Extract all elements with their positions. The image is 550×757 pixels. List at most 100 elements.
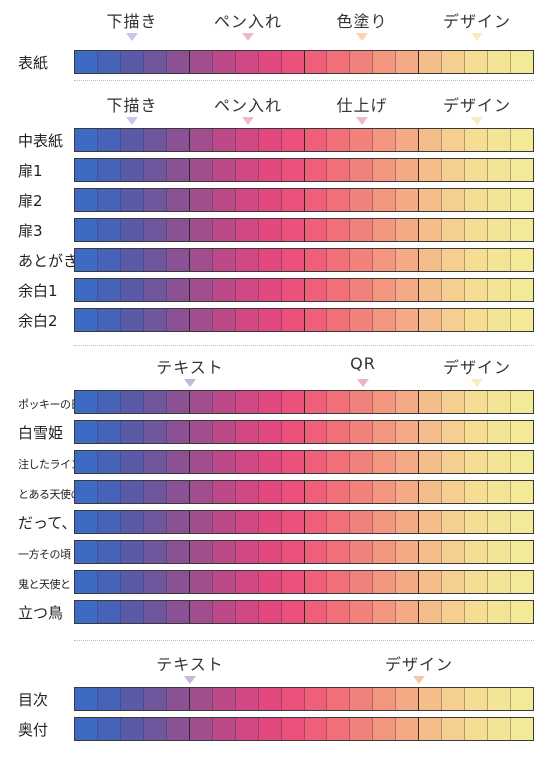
progress-cell[interactable] [465,309,489,331]
progress-cell[interactable] [235,688,259,710]
progress-cell[interactable] [143,279,167,301]
progress-cell[interactable] [258,511,282,533]
progress-cell[interactable] [511,481,534,503]
progress-cell[interactable] [143,421,167,443]
progress-cell[interactable] [97,421,121,443]
progress-cell[interactable] [327,571,351,593]
progress-cell[interactable] [97,129,121,151]
progress-cell[interactable] [304,571,328,593]
progress-cell[interactable] [120,129,144,151]
progress-cell[interactable] [120,391,144,413]
progress-cell[interactable] [327,451,351,473]
progress-cell[interactable] [488,391,512,413]
progress-cell[interactable] [350,451,374,473]
progress-cell[interactable] [189,189,213,211]
progress-cell[interactable] [281,51,305,73]
progress-cell[interactable] [143,571,167,593]
progress-cell[interactable] [442,481,466,503]
progress-cell[interactable] [488,279,512,301]
progress-cell[interactable] [212,511,236,533]
progress-cell[interactable] [327,309,351,331]
progress-cell[interactable] [373,309,397,331]
progress-cell[interactable] [373,421,397,443]
progress-cell[interactable] [488,688,512,710]
progress-cell[interactable] [327,219,351,241]
progress-cell[interactable] [373,571,397,593]
progress-cell[interactable] [442,189,466,211]
progress-cell[interactable] [189,421,213,443]
progress-cell[interactable] [166,129,190,151]
progress-cell[interactable] [166,51,190,73]
progress-cell[interactable] [442,159,466,181]
progress-cell[interactable] [235,451,259,473]
progress-cell[interactable] [442,249,466,271]
progress-cell[interactable] [350,391,374,413]
progress-cell[interactable] [327,129,351,151]
progress-cell[interactable] [258,421,282,443]
progress-cell[interactable] [97,451,121,473]
progress-cell[interactable] [419,391,443,413]
progress-cell[interactable] [373,451,397,473]
progress-cell[interactable] [465,688,489,710]
progress-cell[interactable] [281,309,305,331]
progress-cell[interactable] [396,309,420,331]
progress-cell[interactable] [419,219,443,241]
progress-cell[interactable] [465,219,489,241]
progress-cell[interactable] [396,541,420,563]
progress-cell[interactable] [258,391,282,413]
progress-cell[interactable] [189,159,213,181]
progress-cell[interactable] [97,718,121,740]
progress-cell[interactable] [189,601,213,623]
progress-cell[interactable] [442,718,466,740]
progress-cell[interactable] [97,279,121,301]
progress-cell[interactable] [488,309,512,331]
progress-cell[interactable] [143,481,167,503]
progress-cell[interactable] [488,219,512,241]
progress-cell[interactable] [304,511,328,533]
progress-cell[interactable] [166,481,190,503]
progress-cell[interactable] [166,541,190,563]
progress-cell[interactable] [488,249,512,271]
progress-cell[interactable] [166,279,190,301]
progress-cell[interactable] [304,249,328,271]
progress-cell[interactable] [304,718,328,740]
progress-cell[interactable] [419,129,443,151]
progress-cell[interactable] [465,159,489,181]
progress-cell[interactable] [304,451,328,473]
progress-cell[interactable] [511,451,534,473]
progress-cell[interactable] [465,249,489,271]
progress-cell[interactable] [120,421,144,443]
progress-cell[interactable] [189,718,213,740]
progress-cell[interactable] [189,541,213,563]
progress-cell[interactable] [97,219,121,241]
progress-cell[interactable] [166,511,190,533]
progress-cell[interactable] [511,688,534,710]
progress-cell[interactable] [143,249,167,271]
progress-cell[interactable] [75,51,98,73]
progress-cell[interactable] [212,571,236,593]
progress-cell[interactable] [396,451,420,473]
progress-cell[interactable] [511,189,534,211]
progress-cell[interactable] [235,189,259,211]
progress-cell[interactable] [143,51,167,73]
progress-cell[interactable] [442,451,466,473]
progress-cell[interactable] [189,249,213,271]
progress-cell[interactable] [189,51,213,73]
progress-cell[interactable] [350,279,374,301]
progress-cell[interactable] [373,219,397,241]
progress-cell[interactable] [419,159,443,181]
progress-cell[interactable] [419,601,443,623]
progress-cell[interactable] [212,159,236,181]
progress-cell[interactable] [189,451,213,473]
progress-cell[interactable] [304,219,328,241]
progress-cell[interactable] [212,129,236,151]
progress-cell[interactable] [396,718,420,740]
progress-cell[interactable] [304,391,328,413]
progress-cell[interactable] [258,688,282,710]
progress-cell[interactable] [465,571,489,593]
progress-cell[interactable] [143,159,167,181]
progress-cell[interactable] [97,541,121,563]
progress-cell[interactable] [166,249,190,271]
progress-cell[interactable] [281,279,305,301]
progress-cell[interactable] [488,481,512,503]
